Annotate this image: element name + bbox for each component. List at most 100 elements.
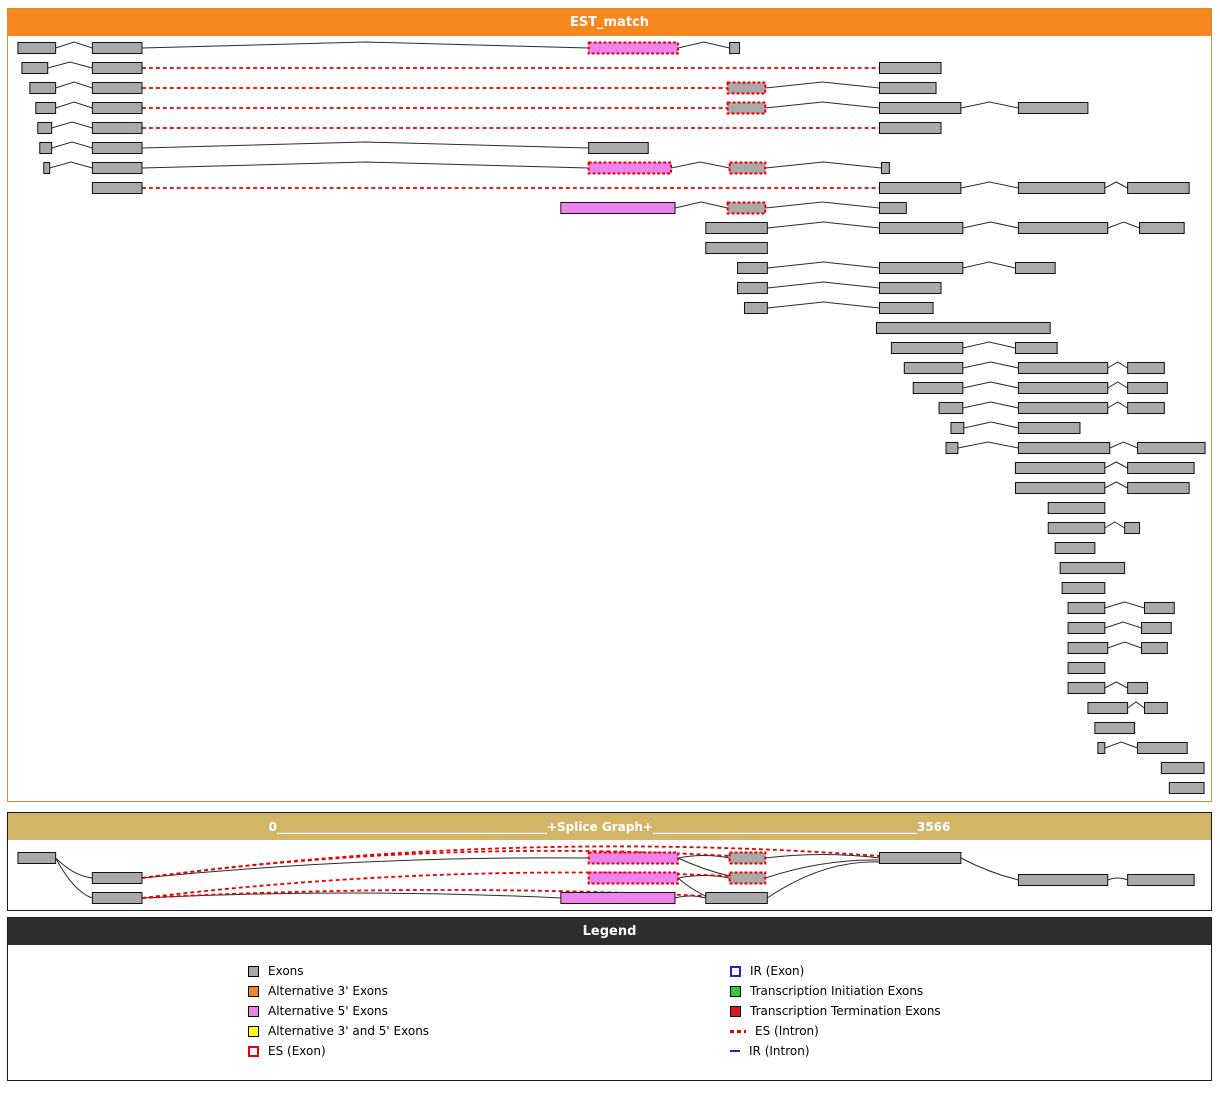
exon-g[interactable] <box>1160 762 1205 774</box>
exon-g[interactable] <box>91 892 143 904</box>
exon-g[interactable] <box>1139 222 1185 234</box>
exon-g[interactable] <box>878 182 962 194</box>
exon-g[interactable] <box>912 382 964 394</box>
exon-g[interactable] <box>1014 482 1106 494</box>
exon-g[interactable] <box>1137 742 1188 754</box>
exon-g[interactable] <box>91 162 143 174</box>
exon-g[interactable] <box>1127 482 1190 494</box>
exon-g[interactable] <box>1127 462 1195 474</box>
exon-g[interactable] <box>1094 722 1136 734</box>
exon-gd[interactable] <box>726 101 767 115</box>
exon-g[interactable] <box>1017 362 1109 374</box>
exon-g[interactable] <box>737 262 768 274</box>
exon-g[interactable] <box>737 282 768 294</box>
exon-g[interactable] <box>878 122 942 134</box>
exon-g[interactable] <box>705 892 768 904</box>
exon-g[interactable] <box>878 202 907 214</box>
exon-vd[interactable] <box>587 871 679 885</box>
exon-g[interactable] <box>1017 102 1089 114</box>
exon-g[interactable] <box>1067 642 1109 654</box>
exon-g[interactable] <box>35 102 57 114</box>
exon-g[interactable] <box>1014 342 1058 354</box>
exon-g[interactable] <box>1067 682 1106 694</box>
exon-g[interactable] <box>1061 582 1106 594</box>
exon-g[interactable] <box>1059 562 1126 574</box>
exon-g[interactable] <box>1168 782 1205 794</box>
exon-g[interactable] <box>878 62 942 74</box>
exon-g[interactable] <box>91 142 143 154</box>
exon-vd[interactable] <box>587 851 679 865</box>
exon-g[interactable] <box>1137 442 1206 454</box>
exon-g[interactable] <box>1067 602 1106 614</box>
exon-g[interactable] <box>1067 622 1106 634</box>
exon-g[interactable] <box>1144 702 1168 714</box>
exon-g[interactable] <box>1127 182 1190 194</box>
exon-g[interactable] <box>705 222 768 234</box>
exon-g[interactable] <box>1124 522 1141 534</box>
exon-g[interactable] <box>39 142 53 154</box>
exon-g[interactable] <box>878 82 937 94</box>
exon-g[interactable] <box>1097 742 1106 754</box>
exon-g[interactable] <box>878 852 962 864</box>
exon-g[interactable] <box>588 142 649 154</box>
exon-g[interactable] <box>91 42 143 54</box>
exon-g[interactable] <box>1127 402 1165 414</box>
exon-g[interactable] <box>878 302 934 314</box>
exon-g[interactable] <box>17 852 57 864</box>
exon-g[interactable] <box>880 162 890 174</box>
exon-g[interactable] <box>1141 622 1172 634</box>
exon-g[interactable] <box>91 82 143 94</box>
exon-g[interactable] <box>1054 542 1096 554</box>
exon-g[interactable] <box>938 402 964 414</box>
exon-g[interactable] <box>1087 702 1129 714</box>
exon-vd[interactable] <box>587 41 679 55</box>
exon-g[interactable] <box>91 872 143 884</box>
exon-gd[interactable] <box>726 201 767 215</box>
exon-g[interactable] <box>1127 874 1195 886</box>
exon-g[interactable] <box>1017 382 1109 394</box>
exon-g[interactable] <box>1127 362 1165 374</box>
exon-g[interactable] <box>878 282 942 294</box>
exon-gd[interactable] <box>728 161 767 175</box>
exon-g[interactable] <box>1017 422 1081 434</box>
exon-vd[interactable] <box>587 161 673 175</box>
exon-g[interactable] <box>17 42 57 54</box>
exon-g[interactable] <box>91 102 143 114</box>
exon-g[interactable] <box>1144 602 1175 614</box>
exon-g[interactable] <box>91 122 143 134</box>
exon-g[interactable] <box>1014 462 1106 474</box>
exon-g[interactable] <box>1017 874 1109 886</box>
exon-g[interactable] <box>91 182 143 194</box>
exon-g[interactable] <box>1127 382 1168 394</box>
exon-g[interactable] <box>1127 682 1148 694</box>
exon-g[interactable] <box>1141 642 1168 654</box>
exon-g[interactable] <box>878 222 964 234</box>
exon-v[interactable] <box>560 202 676 214</box>
exon-g[interactable] <box>1067 662 1106 674</box>
exon-g[interactable] <box>1014 262 1056 274</box>
exon-g[interactable] <box>29 82 57 94</box>
exon-g[interactable] <box>21 62 49 74</box>
exon-g[interactable] <box>945 442 959 454</box>
exon-gd[interactable] <box>728 871 767 885</box>
exon-g[interactable] <box>1017 222 1109 234</box>
exon-gd[interactable] <box>728 851 767 865</box>
exon-g[interactable] <box>705 242 768 254</box>
exon-g[interactable] <box>729 42 741 54</box>
exon-g[interactable] <box>1017 442 1111 454</box>
exon-gd[interactable] <box>726 81 767 95</box>
exon-g[interactable] <box>903 362 964 374</box>
exon-g[interactable] <box>91 62 143 74</box>
exon-g[interactable] <box>43 162 51 174</box>
exon-v[interactable] <box>560 892 676 904</box>
exon-g[interactable] <box>950 422 965 434</box>
exon-g[interactable] <box>1047 522 1106 534</box>
exon-g[interactable] <box>878 262 964 274</box>
exon-g[interactable] <box>1017 402 1109 414</box>
exon-g[interactable] <box>743 302 768 314</box>
exon-g[interactable] <box>890 342 964 354</box>
exon-g[interactable] <box>1017 182 1106 194</box>
exon-g[interactable] <box>878 102 962 114</box>
exon-g[interactable] <box>876 322 1051 334</box>
exon-g[interactable] <box>1047 502 1106 514</box>
